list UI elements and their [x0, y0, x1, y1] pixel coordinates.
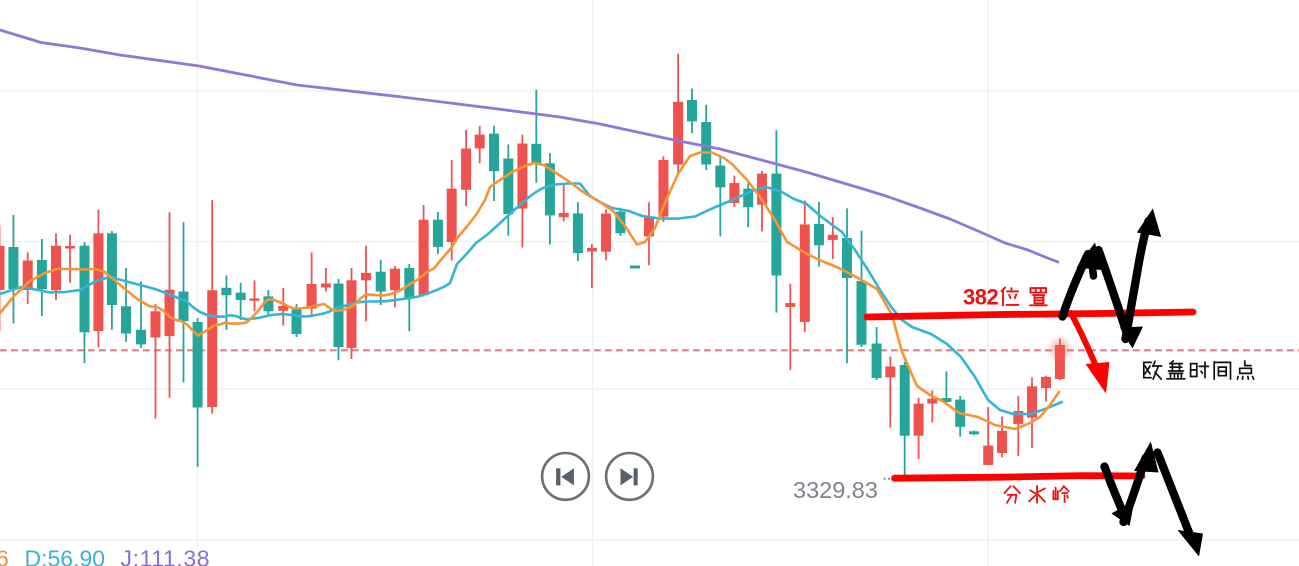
svg-text:J:111.38: J:111.38	[121, 545, 211, 566]
svg-text:D:56.90: D:56.90	[25, 545, 106, 566]
svg-text:3329.83: 3329.83	[793, 477, 878, 503]
svg-text:382: 382	[963, 285, 998, 310]
svg-text:6: 6	[0, 545, 9, 566]
